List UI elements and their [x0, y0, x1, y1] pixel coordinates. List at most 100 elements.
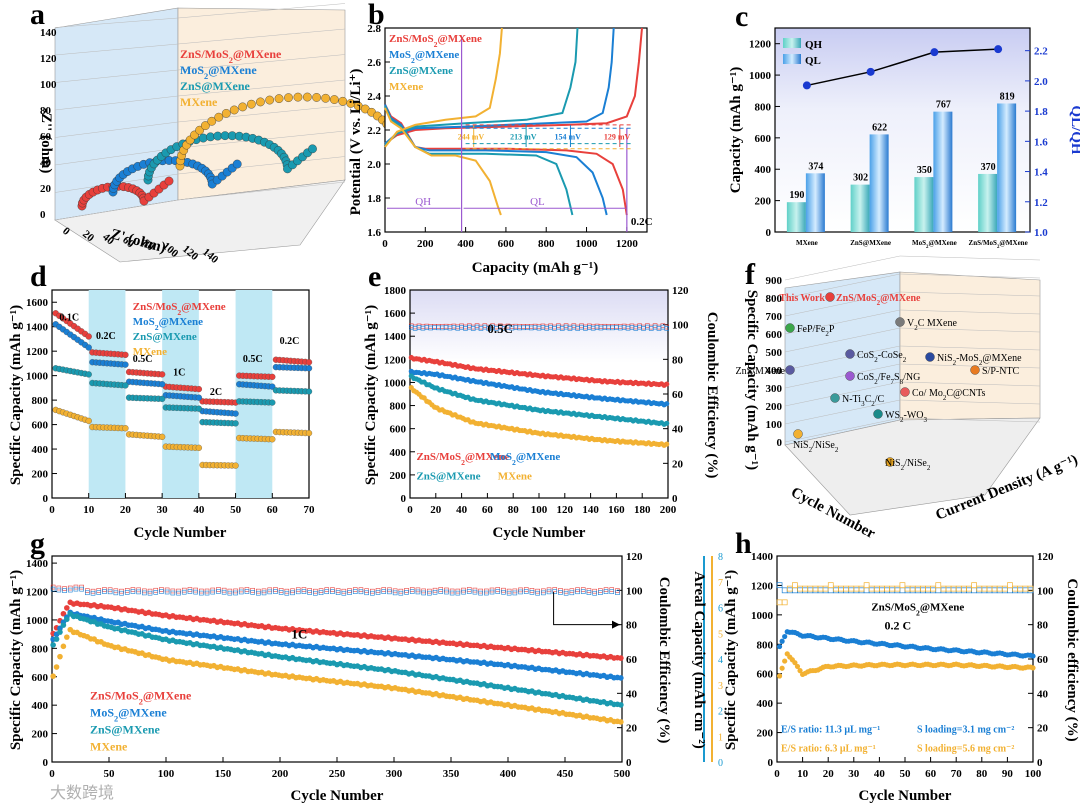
a-point [338, 96, 348, 106]
g-xtick: 200 [272, 768, 289, 780]
b-ytick: 2.6 [367, 57, 381, 69]
g-ce-point [552, 589, 558, 594]
g-ce-point [267, 589, 273, 595]
g-xtick: 400 [500, 768, 517, 780]
g-ce-point [615, 590, 620, 596]
h-point [797, 668, 803, 674]
g-ytick: 1000 [26, 615, 49, 627]
c-y2tick: 1.0 [1034, 227, 1048, 239]
panel-e-y2label: Coulombic Efficiency (%) [704, 312, 720, 479]
a-gridline [54, 199, 179, 221]
h-areal-minor-tick: 1 [718, 732, 723, 743]
g-ce-point [563, 590, 569, 596]
g-ce-point [449, 590, 455, 596]
h-ce-point [894, 585, 901, 592]
f-point [785, 365, 795, 375]
h-ce-point [827, 582, 834, 589]
panel-label-e: e [368, 260, 381, 293]
f-point [900, 387, 910, 397]
c-y2tick: 1.2 [1034, 197, 1048, 209]
a-point [284, 93, 293, 103]
c-legend-swatch-qh [783, 38, 801, 48]
f-gridline [899, 291, 1041, 297]
e-xtick: 60 [482, 504, 494, 516]
f-point [885, 457, 895, 467]
a-ytick: 140 [40, 27, 57, 39]
d-ytick: 1400 [26, 322, 49, 334]
c-bar-qh [786, 202, 806, 232]
h-xtick: 60 [925, 768, 937, 780]
f-point-label: ZnS/MXene [736, 366, 786, 377]
g-ce-point [142, 590, 147, 596]
h-xtick: 20 [823, 768, 835, 780]
panel-c-y2label: QL/QH [1068, 105, 1080, 155]
f-gridline [784, 417, 901, 443]
g-ce-point [67, 587, 73, 593]
b-legend-item: ZnS/MoS2@MXene [389, 33, 482, 49]
f-point [925, 352, 935, 362]
f-gridline [899, 345, 1041, 351]
f-point-label: CoS2/Fe7S8/NG [857, 372, 920, 386]
h-ce-point [1027, 585, 1034, 592]
g-xtick: 250 [329, 768, 346, 780]
c-category-label: ZnS@MXene [850, 239, 891, 247]
d-rate-band [88, 290, 126, 498]
e-ytick: 1200 [384, 354, 407, 366]
h-xtick: 0 [774, 768, 780, 780]
h-ce-point [971, 582, 977, 589]
g-point [60, 622, 67, 628]
e-rate-label: 0.5C [487, 321, 513, 336]
b-curve-discharge [384, 105, 574, 216]
c-bar-qh [850, 184, 870, 232]
b-ytick: 1.8 [367, 193, 381, 205]
g-ce-point [341, 590, 347, 596]
g-ce-point [598, 590, 603, 595]
d-point [232, 410, 239, 417]
b-xtick: 1000 [576, 238, 599, 250]
c-bar-qh [978, 173, 998, 232]
b-polarization-label: 244 mV [458, 132, 485, 141]
panel-h-ylabel: Specific Capacity (mAh g⁻¹) [723, 570, 739, 750]
c-legend-swatch-ql [783, 54, 801, 64]
d-ytick: 400 [32, 444, 49, 456]
g-ce-point [147, 590, 153, 596]
g-ce-point [50, 586, 56, 592]
g-ce-point [495, 589, 501, 594]
d-xtick: 70 [304, 504, 316, 516]
g-ce-point [489, 589, 495, 595]
h-y2tick: 20 [1037, 723, 1049, 735]
d-point [305, 359, 313, 366]
g-ce-point [301, 589, 307, 594]
b-rate-label: 0.2C [631, 216, 653, 228]
e-ytick: 200 [390, 470, 407, 482]
g-ce-point [546, 589, 552, 595]
e-y2tick: 40 [672, 424, 684, 436]
g-xtick: 0 [49, 768, 55, 780]
d-rate-label: 2C [210, 387, 222, 398]
g-ytick: 800 [32, 643, 49, 655]
h-ce-point [822, 585, 829, 592]
panel-g-frame [51, 555, 623, 763]
d-ytick: 600 [32, 420, 49, 432]
panel-d: 0 10 20 30 40 50 60 70 0 200 400 600 800 1000 1200 1400… [8, 289, 316, 541]
h-areal-minor-tick: 5 [718, 629, 723, 640]
c-bar-label-ql: 819 [1000, 91, 1015, 102]
b-curve-charge [384, 27, 503, 148]
c-ytick: 400 [755, 164, 772, 176]
h-title: ZnS/MoS2@MXene [871, 601, 964, 617]
g-ce-point [387, 589, 392, 595]
a-gridline [177, 79, 346, 97]
d-rate-label: 0.5C [133, 354, 153, 365]
d-point [269, 436, 276, 443]
d-legend-item: MoS2@MXene [133, 316, 203, 332]
b-polarization-label: 129 mV [604, 132, 631, 141]
f-gridline [784, 345, 901, 371]
g-ce-point [558, 590, 563, 595]
g-ce-point [575, 589, 580, 595]
g-ce-point [313, 590, 318, 596]
c-ratio-point [994, 45, 1003, 54]
h-ytick: 0 [768, 757, 774, 769]
d-xtick: 20 [120, 504, 132, 516]
g-ce-point [330, 589, 335, 594]
c-ratio-point [866, 67, 875, 76]
